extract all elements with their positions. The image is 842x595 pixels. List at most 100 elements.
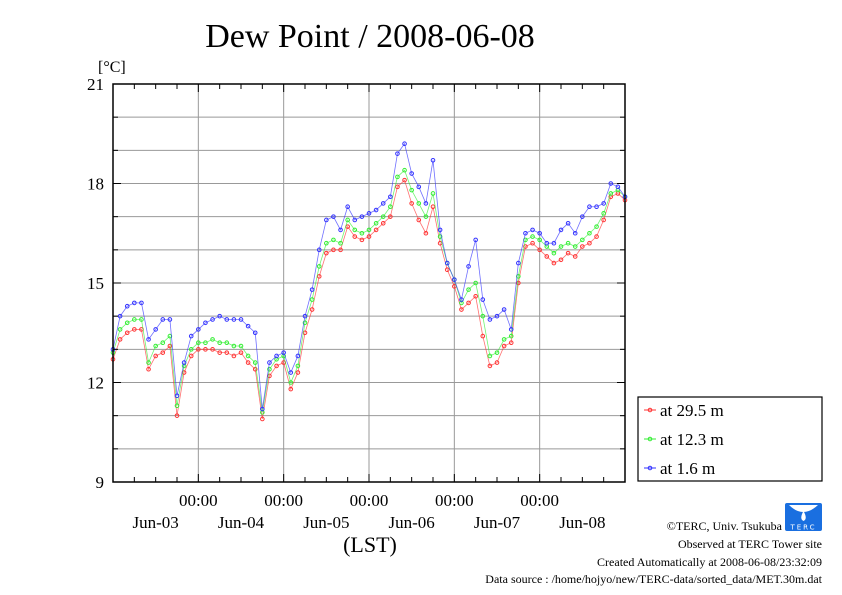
data-point xyxy=(537,237,542,243)
data-point xyxy=(388,204,393,210)
data-point xyxy=(572,254,578,259)
data-point xyxy=(523,244,528,249)
data-point xyxy=(267,366,272,372)
data-point xyxy=(267,360,272,365)
data-point xyxy=(615,184,621,190)
series-line xyxy=(112,169,626,413)
legend-item: at 29.5 m xyxy=(644,401,724,420)
data-point xyxy=(473,293,478,299)
data-point xyxy=(466,287,471,292)
y-tick-label: 12 xyxy=(87,374,104,393)
data-point xyxy=(366,234,372,239)
data-point xyxy=(373,207,379,213)
data-point xyxy=(188,347,194,352)
data-point xyxy=(494,313,500,319)
data-point xyxy=(139,300,144,306)
data-point xyxy=(238,317,244,322)
data-point xyxy=(288,386,294,392)
data-point xyxy=(231,353,237,359)
data-point xyxy=(281,350,286,355)
data-point xyxy=(203,320,208,326)
data-point xyxy=(117,337,123,342)
data-point xyxy=(260,416,265,422)
series-line xyxy=(112,179,626,420)
data-point xyxy=(238,343,244,349)
data-point xyxy=(537,230,542,236)
data-point xyxy=(388,194,393,200)
legend-box xyxy=(637,396,823,482)
data-point xyxy=(160,317,166,322)
data-point xyxy=(402,167,407,173)
data-point xyxy=(117,327,123,332)
data-point xyxy=(430,157,436,163)
data-point xyxy=(245,360,251,365)
data-point xyxy=(217,340,222,346)
data-point xyxy=(558,257,564,263)
data-point xyxy=(487,353,493,359)
data-point xyxy=(480,297,486,302)
data-point xyxy=(132,317,137,322)
grid xyxy=(113,84,625,482)
data-point xyxy=(487,363,493,369)
data-point xyxy=(352,234,358,239)
copyright-text: ©TERC, Univ. Tsukuba xyxy=(667,519,783,533)
legend-swatch-marker xyxy=(647,436,653,442)
data-point xyxy=(558,244,564,249)
data-point xyxy=(601,211,606,216)
data-point xyxy=(409,171,414,176)
data-point xyxy=(565,250,571,256)
data-point xyxy=(544,254,550,259)
x-tick-time-label: 00:00 xyxy=(264,491,303,510)
data-point xyxy=(430,191,436,196)
x-tick-day-label: Jun-07 xyxy=(474,513,521,532)
data-point xyxy=(466,264,471,269)
data-point xyxy=(338,227,343,233)
legend-label: at 29.5 m xyxy=(660,401,724,420)
data-point xyxy=(473,280,478,286)
data-point xyxy=(587,230,592,236)
data-point xyxy=(345,217,350,223)
data-point xyxy=(601,201,606,206)
data-point xyxy=(231,343,237,349)
data-point xyxy=(516,260,521,266)
data-point xyxy=(508,333,514,339)
data-point xyxy=(359,237,365,243)
data-point xyxy=(210,337,215,342)
data-point xyxy=(309,297,315,302)
data-point xyxy=(580,237,585,243)
x-tick-time-label: 00:00 xyxy=(520,491,559,510)
data-point xyxy=(380,221,386,226)
data-point xyxy=(480,313,486,319)
data-point xyxy=(366,211,372,216)
data-point xyxy=(530,227,535,233)
data-point xyxy=(324,217,329,223)
data-point xyxy=(309,307,315,312)
data-point xyxy=(274,363,279,369)
data-point xyxy=(423,230,429,236)
data-point xyxy=(224,340,230,346)
data-point xyxy=(572,230,578,236)
data-point xyxy=(388,214,393,219)
data-point xyxy=(508,340,514,346)
data-point xyxy=(452,277,457,282)
data-point xyxy=(508,327,514,332)
data-point xyxy=(480,333,486,339)
data-point xyxy=(210,317,215,322)
data-point xyxy=(565,221,571,226)
x-tick-time-label: 00:00 xyxy=(179,491,218,510)
data-point xyxy=(551,240,557,246)
data-point xyxy=(608,181,614,186)
data-point xyxy=(139,317,144,322)
data-point xyxy=(274,353,279,359)
data-point xyxy=(423,214,429,219)
data-point xyxy=(132,327,137,332)
data-point xyxy=(444,260,450,266)
data-point xyxy=(288,370,294,375)
series-group xyxy=(110,141,628,422)
data-point xyxy=(544,240,550,246)
data-point xyxy=(167,317,173,322)
data-point xyxy=(594,204,599,210)
data-point xyxy=(416,184,422,190)
data-point xyxy=(309,287,315,292)
